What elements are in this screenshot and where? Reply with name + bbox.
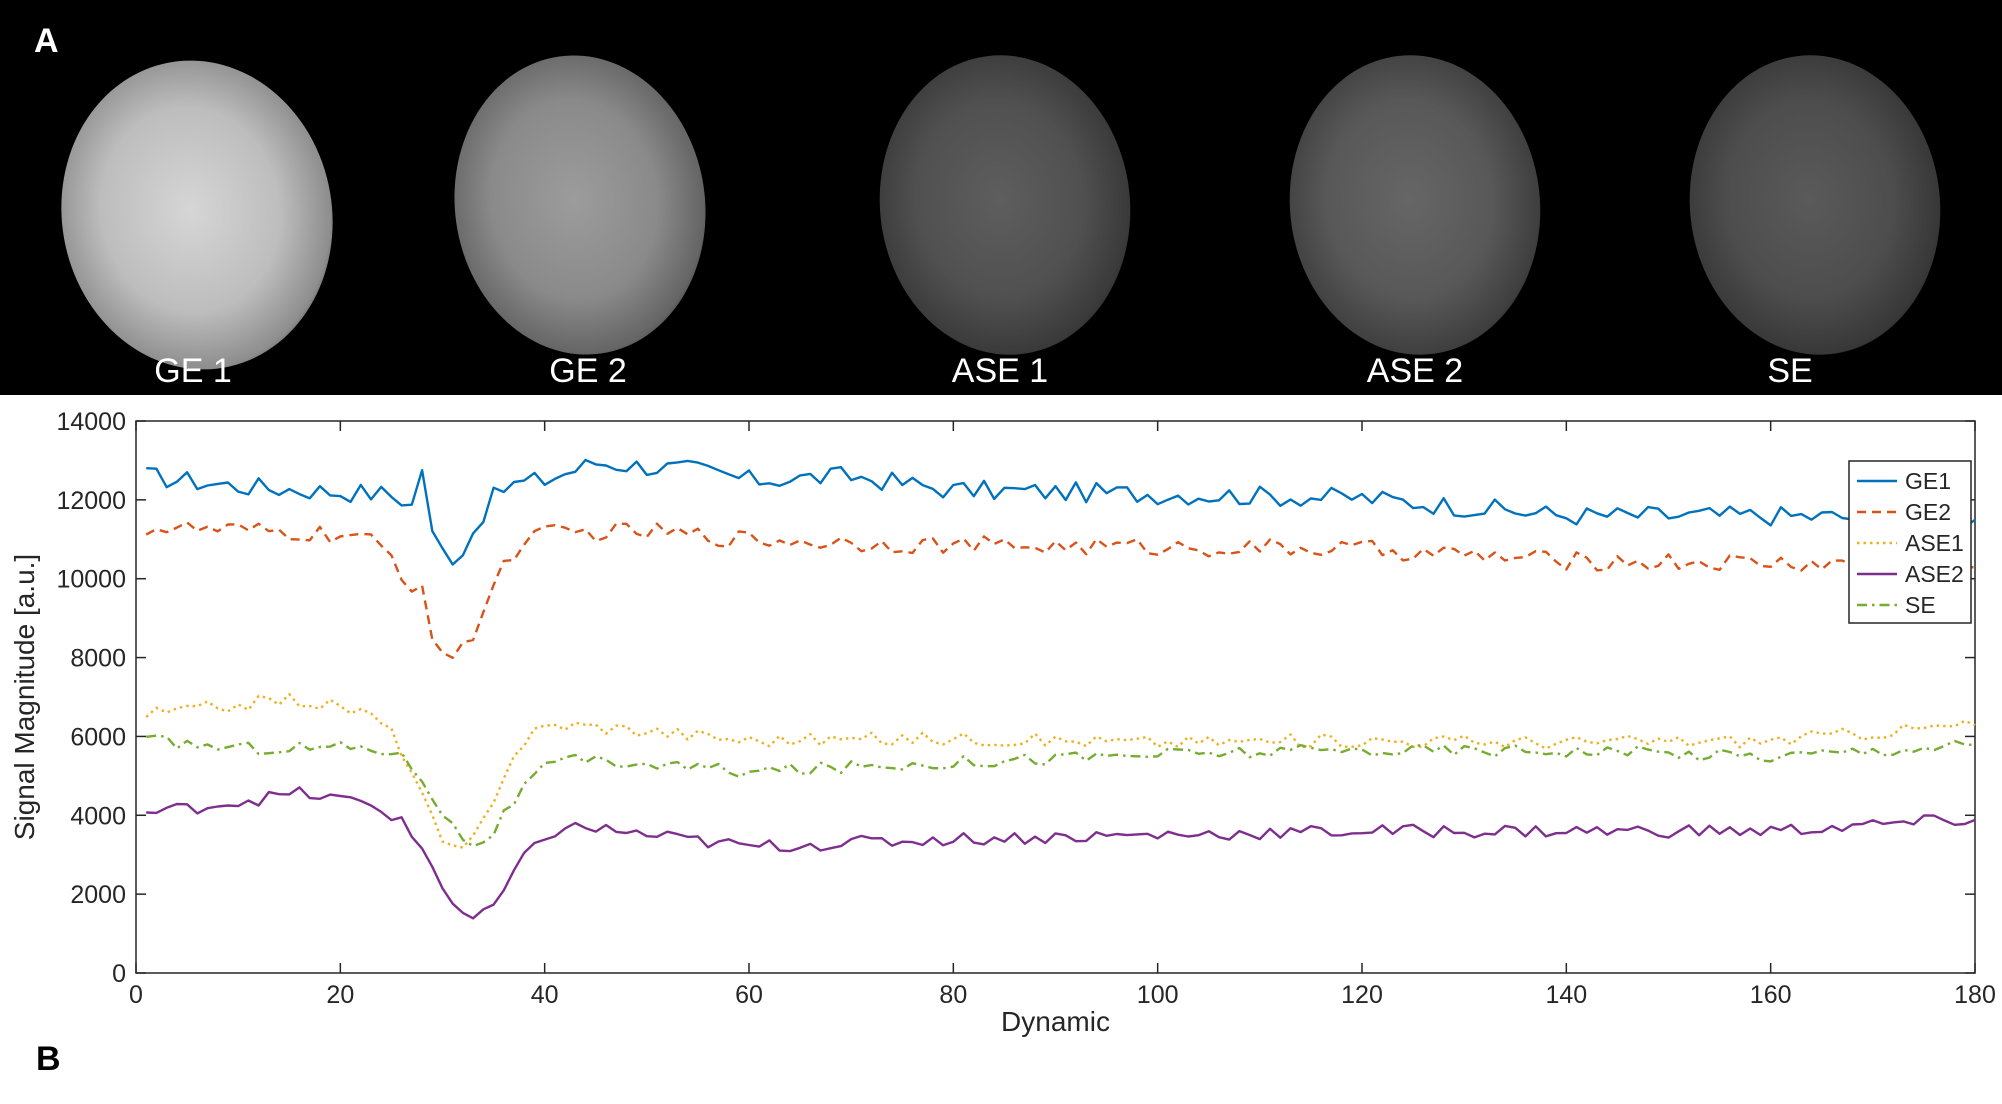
signal-chart: 0 20 40 60 80 100 120 140 160 180 0 2000 4000 6000 800… — [9, 408, 1996, 1037]
y-tick-label: 6000 — [70, 723, 126, 751]
y-tick-label: 10000 — [56, 566, 126, 594]
panel-letter-a: A — [34, 22, 59, 60]
brain-image-ase2 — [1275, 42, 1555, 368]
y-tick-label: 8000 — [70, 645, 126, 673]
series-layer — [145, 458, 1976, 920]
series-line-ase2 — [146, 786, 1976, 920]
x-tick-label: 40 — [531, 981, 559, 1009]
x-tick-label: 60 — [735, 981, 763, 1009]
series-line-ase1 — [145, 693, 1976, 849]
x-tick-label: 160 — [1750, 981, 1792, 1009]
legend-box — [1848, 460, 1972, 624]
y-tick-label: 4000 — [70, 802, 126, 830]
x-tick-label: 140 — [1545, 981, 1587, 1009]
legend-label-ase2: ASE2 — [1905, 561, 1964, 587]
mri-panel-a: A GE 1 GE 2 ASE 1 ASE 2 SE — [0, 0, 2002, 395]
legend-label-ase1: ASE1 — [1905, 530, 1964, 556]
brain-image-ge1 — [37, 38, 357, 392]
mri-label-ge2: GE 2 — [549, 352, 627, 390]
mri-label-ase1: ASE 1 — [951, 352, 1049, 390]
y-tick-label: 0 — [112, 960, 126, 988]
plot-frame — [135, 420, 1976, 974]
x-tick-label: 80 — [939, 981, 967, 1009]
mri-label-ge1: GE 1 — [154, 352, 232, 390]
legend-layer: GE1 GE2 ASE1 ASE2 SE — [1848, 460, 1972, 624]
axes-layer: 0 20 40 60 80 100 120 140 160 180 0 2000 4000 6000 800… — [9, 408, 1996, 1037]
x-tick-label: 0 — [129, 981, 143, 1009]
series-line-ge1 — [146, 458, 1976, 566]
series-line-se — [146, 734, 1976, 848]
y-tick-label: 2000 — [70, 881, 126, 909]
x-tick-label: 20 — [326, 981, 354, 1009]
brain-image-se — [1675, 42, 1955, 368]
x-tick-label: 100 — [1137, 981, 1179, 1009]
y-axis-label: Signal Magnitude [a.u.] — [9, 554, 40, 840]
mri-label-se: SE — [1767, 352, 1813, 390]
x-axis-label: Dynamic — [1001, 1006, 1110, 1037]
series-line-ge2 — [145, 521, 1976, 659]
legend-label-ge1: GE1 — [1905, 468, 1951, 494]
brain-image-ge2 — [435, 39, 725, 371]
legend-label-ge2: GE2 — [1905, 499, 1951, 525]
mri-label-ase2: ASE 2 — [1366, 352, 1464, 390]
brain-image-ase1 — [865, 42, 1145, 368]
y-tick-label: 14000 — [56, 408, 126, 436]
panel-letter-b: B — [36, 1040, 61, 1078]
legend-label-se: SE — [1905, 592, 1936, 618]
x-tick-label: 120 — [1341, 981, 1383, 1009]
y-tick-label: 12000 — [56, 487, 126, 515]
x-tick-label: 180 — [1954, 981, 1996, 1009]
